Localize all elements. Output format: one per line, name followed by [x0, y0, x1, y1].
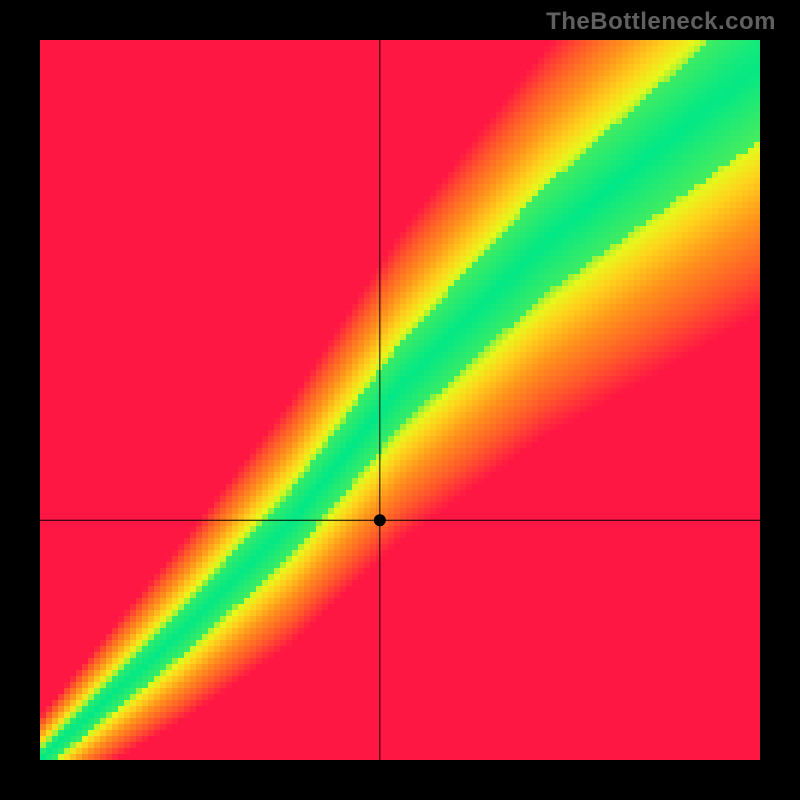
bottleneck-heatmap: [40, 40, 760, 760]
watermark-text: TheBottleneck.com: [546, 8, 776, 36]
